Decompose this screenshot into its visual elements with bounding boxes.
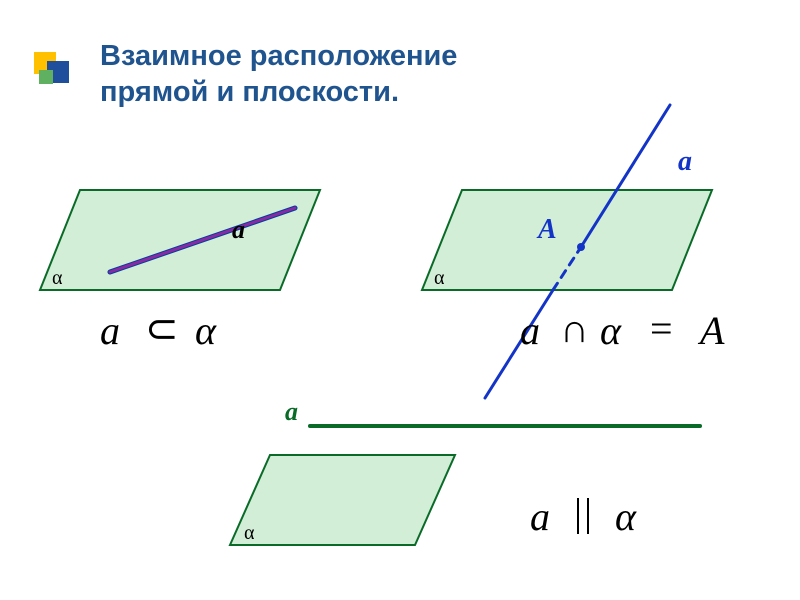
- label-a-subset: а: [232, 215, 245, 244]
- formula-intersect-rhs: A: [697, 308, 725, 353]
- plane-intersect: [422, 190, 712, 290]
- formula-intersect-lhs: a: [520, 308, 540, 353]
- label-a-parallel: а: [285, 397, 298, 426]
- formula-parallel-lhs: a: [530, 494, 550, 539]
- point-a: [577, 243, 585, 251]
- formula-subset-rhs: α: [195, 308, 217, 353]
- line-a-intersect-bottom: [485, 290, 553, 398]
- label-alpha-parallel: α: [244, 522, 255, 544]
- plane-parallel: [230, 455, 455, 545]
- formula-intersect-sym: ∩: [560, 306, 589, 351]
- diagram-subset: а α: [40, 190, 320, 290]
- formula-intersect-eq: =: [650, 306, 673, 351]
- formula-subset: a ⊂ α: [100, 306, 217, 353]
- diagram-intersect: а А α: [422, 105, 712, 398]
- label-a-intersect: а: [678, 146, 692, 177]
- formula-subset-lhs: a: [100, 308, 120, 353]
- formula-parallel-rhs: α: [615, 494, 637, 539]
- formula-parallel: a α: [530, 494, 637, 539]
- label-alpha-subset: α: [52, 267, 63, 289]
- formula-intersect: a ∩ α = A: [520, 306, 725, 353]
- label-alpha-intersect: α: [434, 267, 445, 289]
- diagram-canvas: а α a ⊂ α а А α a ∩ α = A а α a: [0, 0, 800, 600]
- plane-subset: [40, 190, 320, 290]
- formula-subset-sym: ⊂: [145, 306, 179, 351]
- formula-intersect-mid: α: [600, 308, 622, 353]
- label-point-a: А: [536, 214, 557, 245]
